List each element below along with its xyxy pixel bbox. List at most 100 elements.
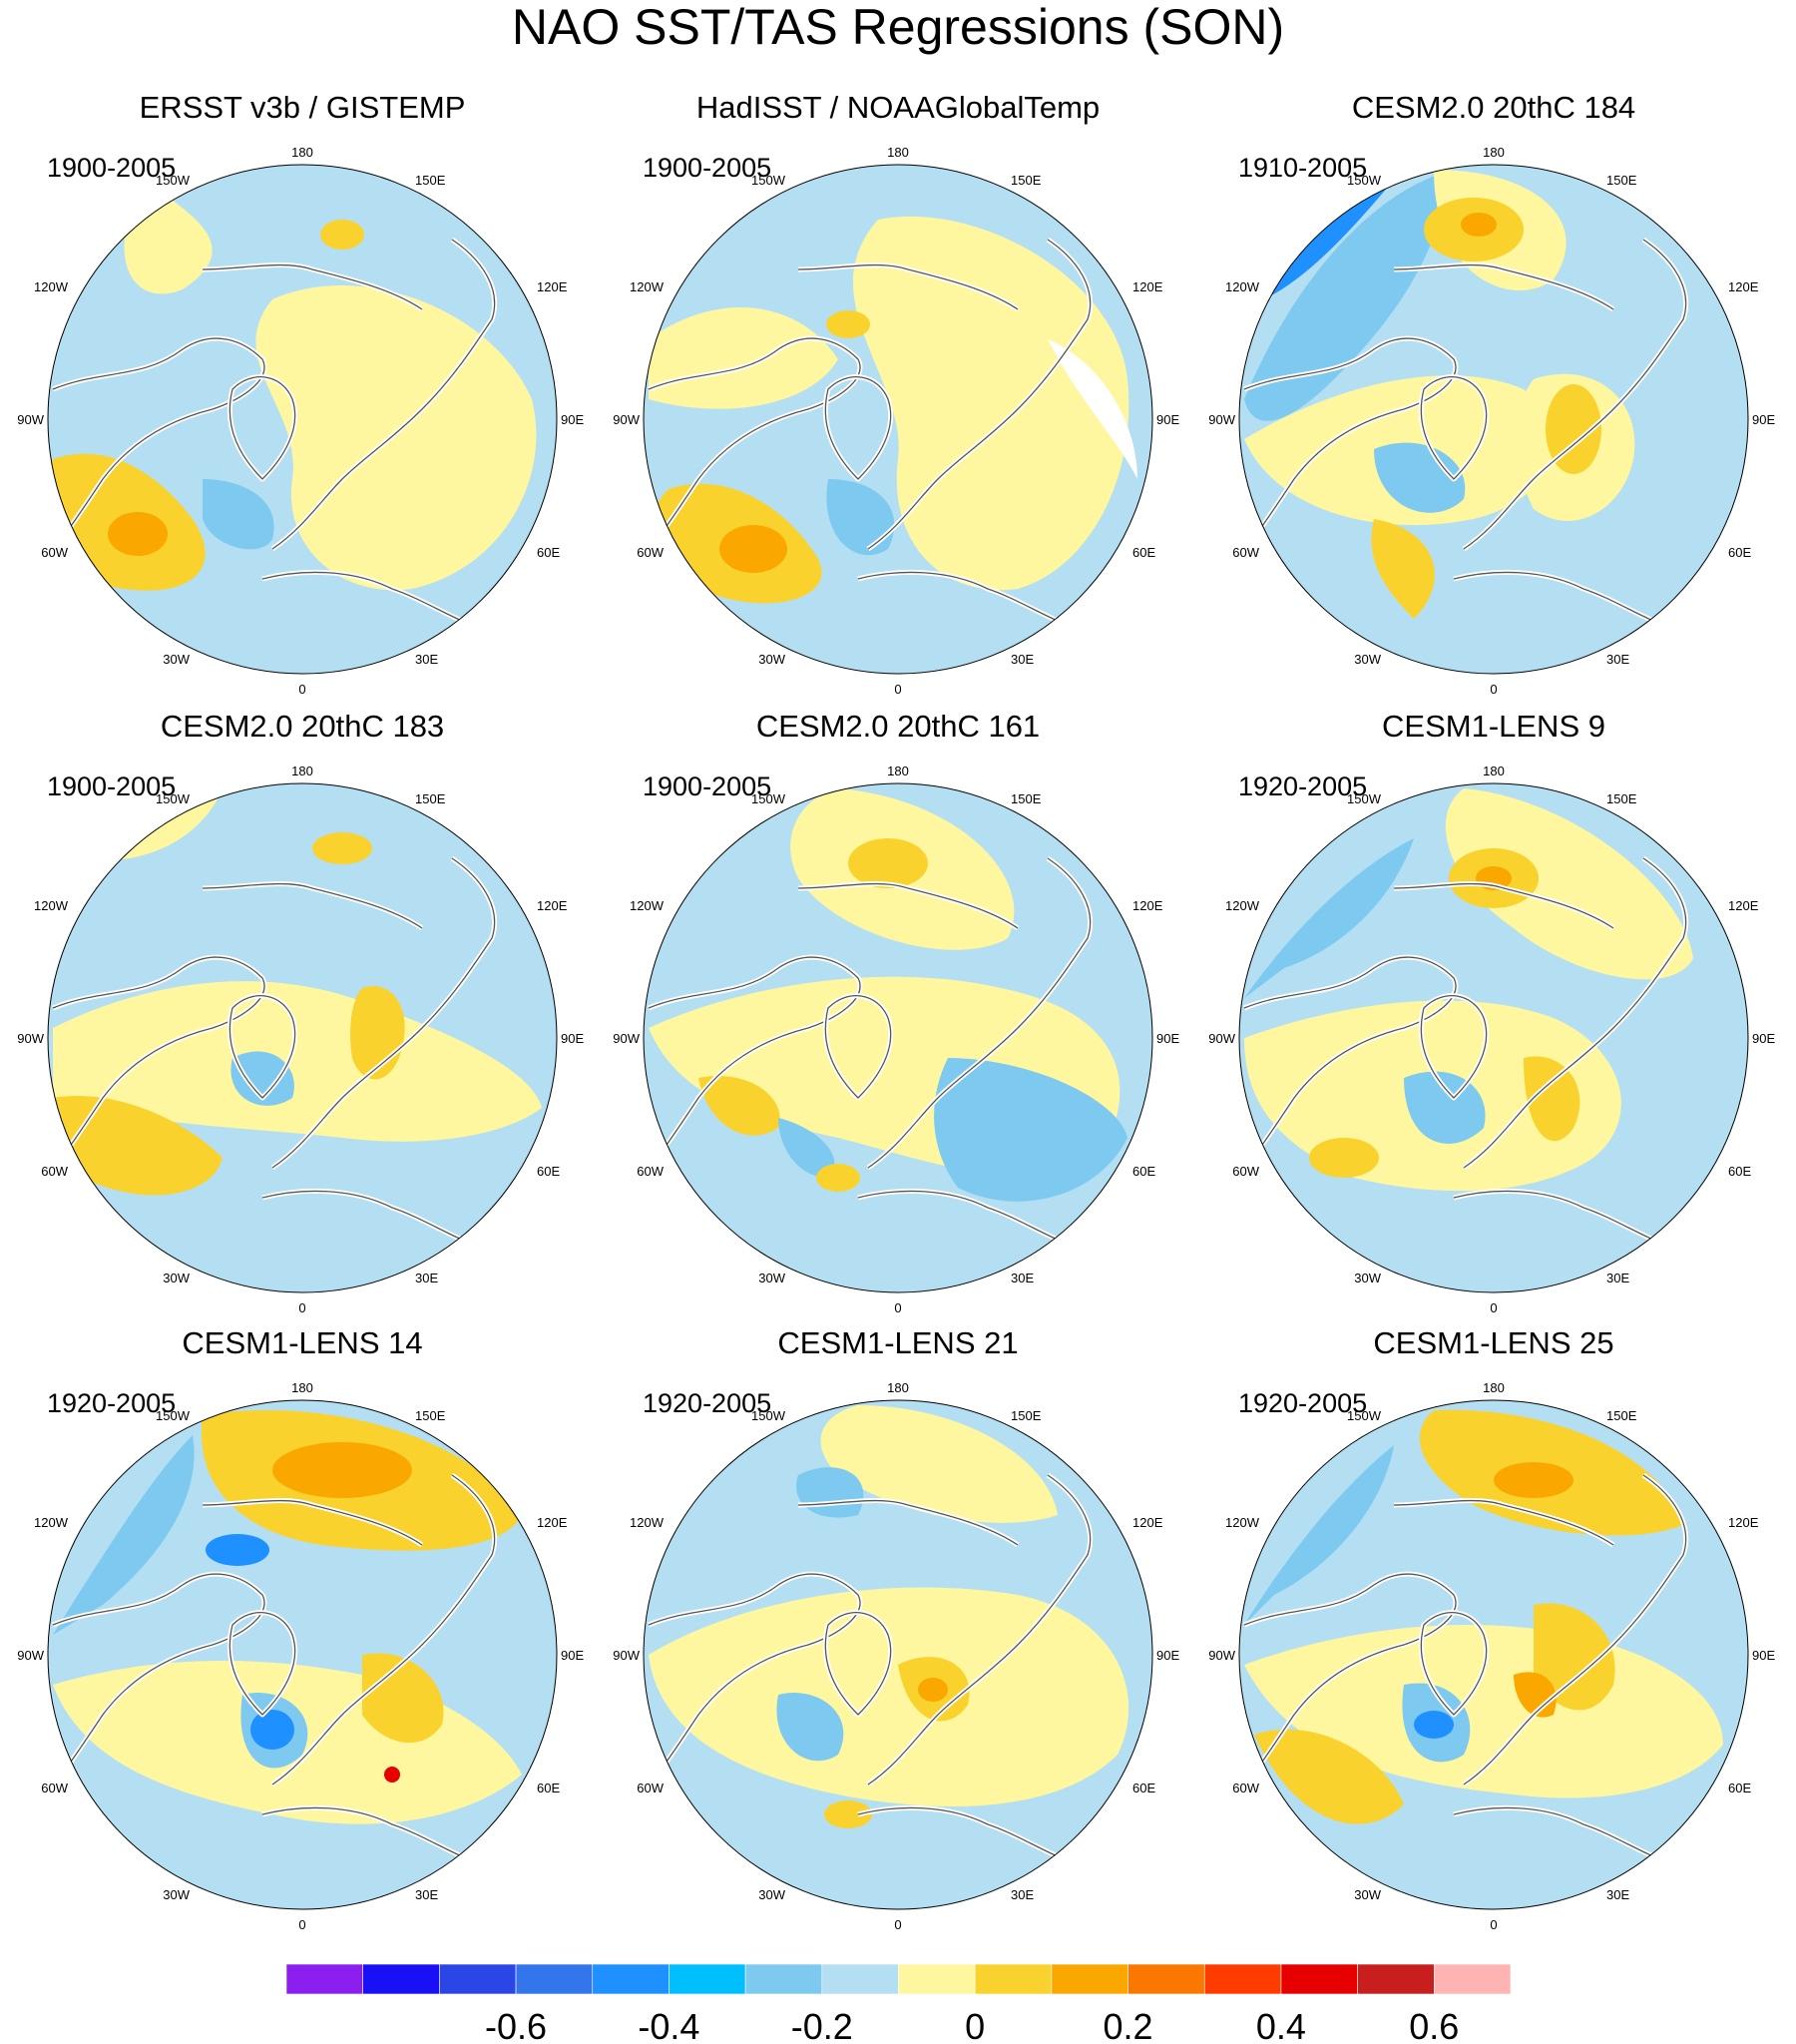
anomaly-region [820,1405,1058,1523]
map-panel: CESM2.0 20thC 161 1900-2005 180 0 150W 150E 12… [613,709,1179,1315]
longitude-label: 120E [1132,279,1163,294]
coastline [1420,376,1488,480]
longitude-label: 120E [537,1515,568,1530]
panel-period: 1910-2005 [1238,153,1367,183]
coastline [202,263,423,310]
longitude-label: 150E [415,791,446,806]
panel-title: CESM1-LENS 9 [1382,709,1605,744]
longitude-label: 150E [1606,791,1637,806]
longitude-label: 60W [41,545,68,560]
longitude-label: 30E [1606,1271,1629,1285]
longitude-label: 120E [537,898,568,913]
longitude-label: 60W [1232,1164,1259,1179]
longitude-label: 180 [291,145,313,160]
anomaly-region [1494,1462,1573,1498]
coastline [1453,571,1674,630]
map-border [643,164,1153,675]
longitude-label: 60W [637,1164,664,1179]
anomaly-region [1461,213,1497,237]
longitude-label: 0 [298,682,305,697]
longitude-label: 90W [613,1648,640,1663]
anomaly-region [1534,1603,1615,1711]
longitude-label: 30E [1011,652,1034,667]
anomaly-region [108,512,168,556]
longitude-label: 0 [894,1300,901,1315]
longitude-label: 0 [1490,1917,1497,1932]
coastline [648,1573,861,1786]
anomaly-region [255,285,537,591]
longitude-label: 30W [758,1887,785,1902]
panel-period: 1920-2005 [1238,1388,1367,1418]
coastline [857,1190,1079,1249]
longitude-label: 60E [1132,545,1155,560]
anomaly-region [826,479,895,556]
colorbar-box [592,1963,670,1995]
longitude-label: 30W [163,652,190,667]
longitude-label: 60E [537,1781,560,1795]
anomaly-region [719,525,787,573]
map-border [643,782,1153,1293]
anomaly-region [1309,1138,1379,1178]
anomaly-region [362,1653,444,1744]
map-border [1238,164,1749,675]
longitude-label: 150E [415,1408,446,1423]
longitude-label: 150E [1011,1408,1042,1423]
longitude-label: 90E [561,1031,584,1046]
coastline [261,1190,483,1249]
panel-period: 1900-2005 [47,153,176,183]
coastline [797,1499,1019,1546]
longitude-label: 120E [1132,898,1163,913]
anomaly-region [250,1710,294,1750]
longitude-label: 30E [1011,1887,1034,1902]
colorbar-box [515,1963,594,1995]
longitude-label: 0 [1490,682,1497,697]
colorbar-tick-label: 0 [965,2006,985,2044]
longitude-label: 30W [1354,1887,1381,1902]
anomaly-region [1374,442,1466,513]
longitude-label: 120W [1225,1515,1260,1530]
anomaly-region [1546,384,1601,474]
coastline [261,571,483,630]
map-field [48,783,557,1292]
longitude-label: 150E [1606,1408,1637,1423]
longitude-label: 90W [1208,1031,1235,1046]
coastline [797,882,1019,929]
coastline [228,376,296,480]
coastline [824,995,892,1099]
colorbar-box [439,1963,517,1995]
panel-title: ERSST v3b / GISTEMP [140,90,466,125]
longitude-label: 180 [1483,764,1505,778]
anomaly-region [53,1435,195,1635]
longitude-label: 120E [1132,1515,1163,1530]
longitude-label: 90W [17,1031,44,1046]
panel-title: CESM2.0 20thC 161 [756,709,1040,744]
longitude-label: 90E [1752,1648,1775,1663]
longitude-label: 90W [1208,412,1235,427]
longitude-label: 90W [613,1031,640,1046]
longitude-label: 150E [415,173,446,188]
colorbar-box [821,1963,899,1995]
longitude-label: 90E [561,1648,584,1663]
coastline [52,337,265,550]
map-field [644,165,1152,674]
colorbar-box [1434,1963,1512,1995]
coastline [271,1474,496,1786]
colorbar-box [362,1963,440,1995]
coastline [1243,956,1457,1169]
coastline [52,1573,265,1786]
coastline [857,1806,1079,1865]
colorbar-box [898,1963,976,1995]
longitude-label: 30E [1011,1271,1034,1285]
anomaly-region [848,838,928,888]
anomaly-region [824,1800,872,1828]
anomaly-region [1404,1071,1486,1144]
coastline [1393,263,1614,310]
coastline [648,956,861,1169]
panel-period: 1900-2005 [643,771,771,801]
longitude-label: 90E [1752,412,1775,427]
colorbar-box [1127,1963,1205,1995]
longitude-label: 0 [298,1917,305,1932]
panel-period: 1920-2005 [643,1388,771,1418]
anomaly-region [312,832,372,864]
